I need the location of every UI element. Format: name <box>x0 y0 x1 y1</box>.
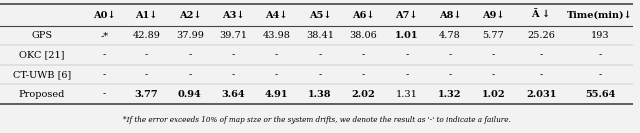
Text: -: - <box>492 70 495 79</box>
Text: Proposed: Proposed <box>19 90 65 99</box>
Text: A2↓: A2↓ <box>179 11 201 19</box>
Text: -: - <box>598 51 602 60</box>
Text: 38.41: 38.41 <box>306 31 334 40</box>
Text: OKC [21]: OKC [21] <box>19 51 65 60</box>
Text: *If the error exceeds 10% of map size or the system drifts, we denote the result: *If the error exceeds 10% of map size or… <box>123 116 511 124</box>
Text: Ā ↓: Ā ↓ <box>531 10 550 20</box>
Text: -: - <box>449 70 452 79</box>
Text: -: - <box>102 51 106 60</box>
Text: -: - <box>232 70 235 79</box>
Text: -: - <box>145 51 148 60</box>
Text: -: - <box>275 51 278 60</box>
Text: 3.77: 3.77 <box>134 90 158 99</box>
Text: 38.06: 38.06 <box>349 31 377 40</box>
Text: -: - <box>145 70 148 79</box>
Text: -: - <box>362 51 365 60</box>
Text: 1.32: 1.32 <box>438 90 462 99</box>
Text: A3↓: A3↓ <box>222 11 244 19</box>
Text: 2.031: 2.031 <box>526 90 556 99</box>
Text: 37.99: 37.99 <box>176 31 204 40</box>
Text: -: - <box>102 70 106 79</box>
Text: -: - <box>492 51 495 60</box>
Text: -: - <box>540 51 543 60</box>
Text: 0.94: 0.94 <box>178 90 202 99</box>
Text: -: - <box>405 70 408 79</box>
Text: GPS: GPS <box>31 31 52 40</box>
Text: -: - <box>318 51 322 60</box>
Text: -: - <box>362 70 365 79</box>
Text: -: - <box>102 90 106 99</box>
Text: 193: 193 <box>591 31 609 40</box>
Text: A9↓: A9↓ <box>482 11 505 19</box>
Text: -: - <box>318 70 322 79</box>
Text: 5.77: 5.77 <box>483 31 504 40</box>
Text: A5↓: A5↓ <box>308 11 332 19</box>
Text: A6↓: A6↓ <box>352 11 374 19</box>
Text: -: - <box>598 70 602 79</box>
Text: 42.89: 42.89 <box>132 31 161 40</box>
Text: 2.02: 2.02 <box>351 90 375 99</box>
Text: A1↓: A1↓ <box>135 11 157 19</box>
Text: CT-UWB [6]: CT-UWB [6] <box>13 70 71 79</box>
Text: -*: -* <box>100 31 108 40</box>
Text: 1.02: 1.02 <box>482 90 506 99</box>
Text: -: - <box>540 70 543 79</box>
Text: 1.31: 1.31 <box>396 90 418 99</box>
Text: -: - <box>232 51 235 60</box>
Text: A4↓: A4↓ <box>266 11 288 19</box>
Text: -: - <box>449 51 452 60</box>
Text: 4.91: 4.91 <box>265 90 289 99</box>
Text: 1.01: 1.01 <box>395 31 419 40</box>
Text: 1.38: 1.38 <box>308 90 332 99</box>
Text: 4.78: 4.78 <box>439 31 461 40</box>
Text: A7↓: A7↓ <box>396 11 418 19</box>
Text: 3.64: 3.64 <box>221 90 245 99</box>
Text: 43.98: 43.98 <box>262 31 291 40</box>
Text: Time(min)↓: Time(min)↓ <box>567 11 633 19</box>
Text: -: - <box>275 70 278 79</box>
Text: 25.26: 25.26 <box>527 31 555 40</box>
Text: -: - <box>188 51 191 60</box>
Text: A0↓: A0↓ <box>93 11 116 19</box>
Text: -: - <box>405 51 408 60</box>
Text: A8↓: A8↓ <box>439 11 461 19</box>
Text: 55.64: 55.64 <box>585 90 615 99</box>
Text: -: - <box>188 70 191 79</box>
Text: 39.71: 39.71 <box>220 31 247 40</box>
